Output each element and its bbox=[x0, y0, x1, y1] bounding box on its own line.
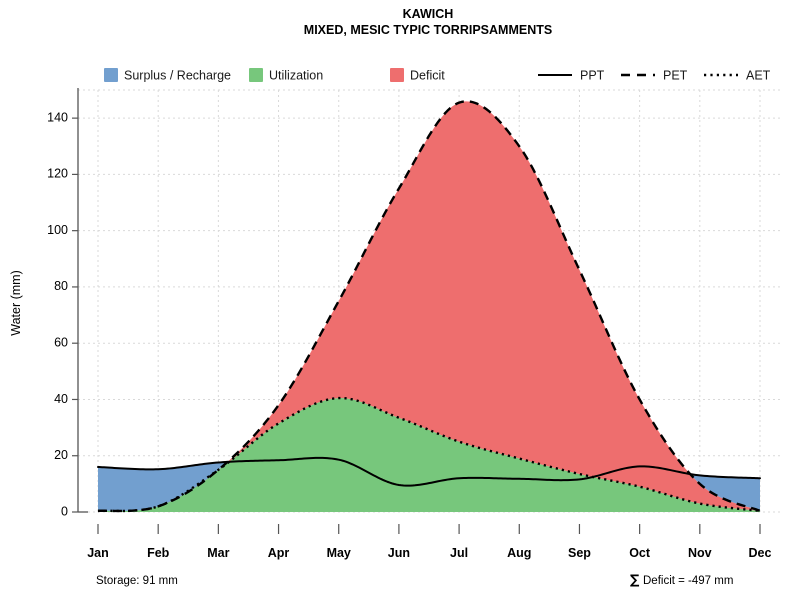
legend-item-ppt[interactable]: PPT bbox=[538, 68, 605, 82]
legend-label-utilization: Utilization bbox=[269, 68, 323, 82]
legend-swatch-utilization bbox=[249, 68, 263, 82]
legend-item-pet[interactable]: PET bbox=[621, 68, 688, 82]
title-line-1: KAWICH bbox=[403, 7, 454, 21]
area-deficit bbox=[98, 101, 760, 511]
x-tick-label-apr: Apr bbox=[268, 546, 290, 560]
x-tick-label-jan: Jan bbox=[87, 546, 109, 560]
y-tick-label: 140 bbox=[47, 110, 68, 124]
x-tick-label-feb: Feb bbox=[147, 546, 170, 560]
y-tick-label: 80 bbox=[54, 279, 68, 293]
area-utilization bbox=[98, 398, 760, 512]
sigma-icon: ∑ bbox=[630, 573, 640, 588]
legend-item-deficit[interactable]: Deficit bbox=[390, 68, 445, 82]
legend-label-deficit: Deficit bbox=[410, 68, 445, 82]
legend-item-utilization[interactable]: Utilization bbox=[249, 68, 323, 82]
deficit-note-text: Deficit = -497 mm bbox=[643, 575, 733, 587]
series-line-aet bbox=[97, 396, 761, 513]
y-tick-label: 0 bbox=[61, 504, 68, 518]
y-tick-label: 120 bbox=[47, 167, 68, 181]
plot-area: 0 20 40 60 80 100 120 140 Jan Feb Mar Apr May Jun Jul A… bbox=[47, 88, 780, 560]
legend-swatch-surplus bbox=[104, 68, 118, 82]
series-line-pet bbox=[97, 100, 761, 513]
legend-label-surplus: Surplus / Recharge bbox=[124, 68, 231, 82]
y-axis-title: Water (mm) bbox=[9, 270, 23, 336]
x-tick-label-mar: Mar bbox=[207, 546, 229, 560]
area-surplus-0 bbox=[98, 462, 226, 511]
deficit-note: ∑ Deficit = -497 mm bbox=[630, 573, 733, 588]
y-tick-label: 100 bbox=[47, 223, 68, 237]
y-tick-label: 60 bbox=[54, 335, 68, 349]
legend-label-pet: PET bbox=[663, 68, 688, 82]
x-tick-label-sep: Sep bbox=[568, 546, 591, 560]
legend-item-aet[interactable]: AET bbox=[704, 68, 771, 82]
x-tick-label-aug: Aug bbox=[507, 546, 531, 560]
legend-label-ppt: PPT bbox=[580, 68, 605, 82]
x-tick-label-dec: Dec bbox=[749, 546, 772, 560]
legend-swatch-deficit bbox=[390, 68, 404, 82]
legend-label-aet: AET bbox=[746, 68, 771, 82]
area-surplus-1 bbox=[690, 474, 760, 511]
x-tick-label-jun: Jun bbox=[388, 546, 410, 560]
chart-legend: Surplus / Recharge Utilization Deficit P… bbox=[104, 68, 771, 82]
x-tick-label-nov: Nov bbox=[688, 546, 712, 560]
x-tick-label-jul: Jul bbox=[450, 546, 468, 560]
x-tick-label-may: May bbox=[327, 546, 351, 560]
chart-title: KAWICH MIXED, MESIC TYPIC TORRIPSAMMENTS bbox=[304, 7, 552, 37]
series-line-ppt bbox=[97, 456, 761, 487]
legend-item-surplus[interactable]: Surplus / Recharge bbox=[104, 68, 231, 82]
storage-note: Storage: 91 mm bbox=[96, 575, 178, 587]
x-tick-label-oct: Oct bbox=[629, 546, 651, 560]
y-tick-label: 40 bbox=[54, 392, 68, 406]
y-tick-label: 20 bbox=[54, 448, 68, 462]
title-line-2: MIXED, MESIC TYPIC TORRIPSAMMENTS bbox=[304, 23, 552, 37]
